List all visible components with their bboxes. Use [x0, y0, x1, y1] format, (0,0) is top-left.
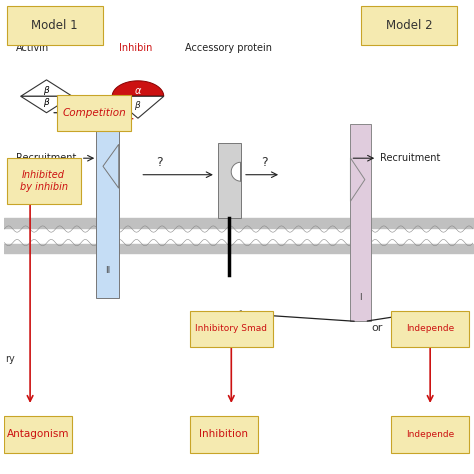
Text: Antagonism: Antagonism: [7, 429, 70, 439]
Text: or: or: [372, 323, 383, 333]
FancyBboxPatch shape: [391, 310, 469, 347]
Text: Independe: Independe: [406, 430, 454, 439]
Bar: [96, 115, 118, 298]
Text: ry: ry: [5, 354, 15, 364]
Text: $\beta$: $\beta$: [43, 96, 50, 109]
Polygon shape: [21, 80, 73, 96]
Text: $\beta$: $\beta$: [134, 99, 142, 112]
Text: Accessory protein: Accessory protein: [185, 43, 272, 53]
Text: Inhibition: Inhibition: [199, 429, 248, 439]
Text: Inhibited
by inhibin: Inhibited by inhibin: [20, 170, 68, 192]
FancyBboxPatch shape: [57, 95, 131, 131]
Text: Model 2: Model 2: [385, 19, 432, 32]
FancyBboxPatch shape: [190, 416, 257, 453]
Polygon shape: [103, 144, 118, 188]
Text: $\beta$: $\beta$: [43, 84, 50, 97]
Text: Inhibitory Smad: Inhibitory Smad: [195, 324, 267, 333]
FancyBboxPatch shape: [4, 416, 73, 453]
Text: ?: ?: [261, 156, 268, 169]
FancyBboxPatch shape: [361, 6, 457, 45]
Polygon shape: [112, 96, 164, 118]
Text: Competition: Competition: [63, 108, 126, 118]
FancyBboxPatch shape: [391, 416, 469, 453]
FancyBboxPatch shape: [7, 6, 103, 45]
Text: Recruitment: Recruitment: [16, 153, 76, 163]
Text: Independe: Independe: [406, 324, 454, 333]
Bar: [350, 125, 371, 321]
Polygon shape: [21, 96, 73, 113]
Text: Activin: Activin: [16, 43, 49, 53]
Text: Model 1: Model 1: [31, 19, 78, 32]
Text: ?: ?: [156, 156, 163, 169]
Text: I: I: [359, 293, 362, 302]
FancyBboxPatch shape: [7, 158, 81, 204]
Polygon shape: [350, 158, 365, 201]
Polygon shape: [112, 81, 164, 96]
Text: $\alpha$: $\alpha$: [134, 86, 142, 96]
Polygon shape: [231, 162, 241, 181]
Bar: [218, 143, 241, 218]
FancyBboxPatch shape: [190, 310, 273, 347]
Text: II: II: [105, 266, 110, 275]
Text: Recruitment: Recruitment: [380, 153, 440, 163]
Text: Inhibin: Inhibin: [119, 43, 153, 53]
